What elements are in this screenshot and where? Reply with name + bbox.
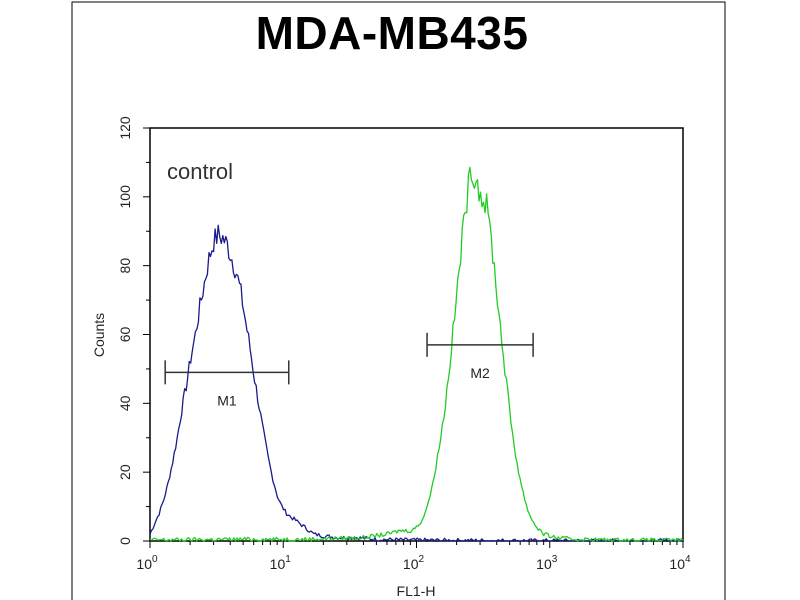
x-tick-label: 104 xyxy=(669,554,691,572)
histogram-series-2 xyxy=(149,166,684,542)
plot-area xyxy=(149,127,684,542)
y-tick-label: 0 xyxy=(117,537,133,545)
axis-ticks: 100 101 102 103 104 0 20 40 60 80 100 120 xyxy=(117,116,691,572)
gate-marker-m1: M1 xyxy=(164,360,290,408)
y-tick-label: 20 xyxy=(117,464,133,480)
y-tick-label: 120 xyxy=(117,116,133,140)
series-layer xyxy=(149,166,684,542)
x-tick-label: 103 xyxy=(536,554,558,572)
histogram-series-1 xyxy=(149,224,683,542)
gate-marker-m2: M2 xyxy=(426,332,534,381)
x-tick-label: 101 xyxy=(270,554,292,572)
gate-label: M1 xyxy=(217,392,237,408)
y-tick-label: 60 xyxy=(117,327,133,343)
y-tick-label: 100 xyxy=(117,185,133,209)
gate-label: M2 xyxy=(470,365,490,381)
y-tick-label: 80 xyxy=(117,258,133,274)
x-axis-label: FL1-H xyxy=(397,583,436,599)
gate-markers: M1 M2 xyxy=(164,332,534,408)
y-tick-label: 40 xyxy=(117,395,133,411)
x-tick-label: 102 xyxy=(403,554,425,572)
y-axis-label: Counts xyxy=(91,313,107,357)
chart-title: MDA-MB435 xyxy=(255,7,529,59)
frame-border xyxy=(71,1,726,600)
control-annotation: control xyxy=(167,159,233,184)
x-tick-label: 100 xyxy=(136,554,158,572)
